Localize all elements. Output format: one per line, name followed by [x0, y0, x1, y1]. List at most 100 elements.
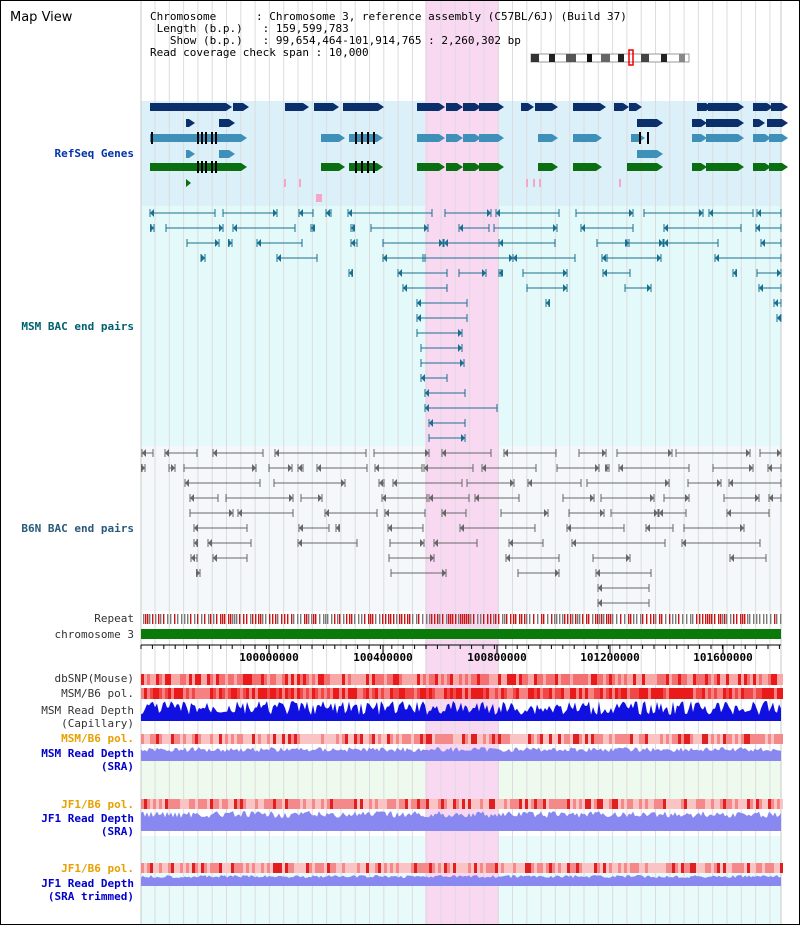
heat-strip	[549, 688, 552, 699]
heat-strip	[264, 863, 267, 873]
heat-strip	[213, 674, 216, 685]
heat-strip	[447, 863, 450, 873]
bac-end-arrow	[595, 464, 599, 472]
gene-block	[479, 134, 498, 142]
pink-mark	[284, 179, 286, 187]
repeat-mark	[452, 614, 454, 624]
heat-strip	[525, 799, 528, 809]
heat-strip	[609, 734, 612, 744]
heat-strip	[777, 674, 780, 685]
heat-strip	[144, 734, 147, 744]
heat-strip	[723, 734, 726, 744]
heat-strip	[765, 799, 768, 809]
heat-strip	[603, 863, 606, 873]
gene-arrow	[439, 134, 445, 142]
bac-end-arrow	[429, 494, 433, 502]
repeat-mark	[388, 614, 390, 624]
repeat-mark	[551, 614, 553, 624]
heat-strip	[510, 863, 513, 873]
bac-end-arrow	[429, 419, 433, 427]
heat-strip	[735, 799, 738, 809]
repeat-mark	[756, 614, 758, 624]
exon-mark	[367, 161, 369, 173]
gene-arrow	[701, 119, 707, 127]
heat-strip	[474, 863, 477, 873]
bac-end-arrow	[299, 524, 303, 532]
bac-end-arrow	[659, 239, 663, 247]
heat-strip	[363, 688, 366, 699]
heat-strip	[231, 688, 234, 699]
heat-strip	[711, 863, 714, 873]
heat-strip	[702, 799, 705, 809]
track-label-b6n-bac[interactable]: B6N BAC end pairs	[21, 522, 134, 535]
heat-strip	[345, 688, 348, 699]
heat-strip	[369, 799, 372, 809]
heat-strip	[651, 863, 654, 873]
repeat-mark	[582, 614, 584, 624]
heat-strip	[324, 688, 327, 699]
heat-strip	[759, 674, 762, 685]
heat-strip	[534, 799, 537, 809]
heat-strip	[708, 734, 711, 744]
heat-strip	[681, 688, 684, 699]
repeat-mark	[361, 614, 363, 624]
heat-strip	[240, 674, 243, 685]
heat-strip	[516, 674, 519, 685]
heat-strip	[306, 674, 309, 685]
heat-strip	[417, 863, 420, 873]
repeat-mark	[239, 614, 241, 624]
heat-strip	[366, 674, 369, 685]
track-label-refseq[interactable]: RefSeq Genes	[54, 147, 134, 160]
track-label-msm-bac[interactable]: MSM BAC end pairs	[21, 320, 134, 333]
gene-arrow	[738, 134, 744, 142]
heat-strip	[177, 734, 180, 744]
heat-strip	[498, 734, 501, 744]
repeat-mark	[628, 614, 630, 624]
gene-block	[479, 103, 498, 111]
heat-strip	[465, 799, 468, 809]
heat-strip	[432, 863, 435, 873]
ideogram-position-marker	[628, 49, 634, 66]
heat-strip	[237, 674, 240, 685]
heat-strip	[531, 688, 534, 699]
heat-strip	[591, 688, 594, 699]
heat-strip	[468, 688, 471, 699]
heat-strip	[606, 734, 609, 744]
heat-strip	[747, 799, 750, 809]
heat-strip	[576, 734, 579, 744]
repeat-mark	[672, 614, 674, 624]
gene-block	[767, 119, 782, 127]
repeat-mark	[208, 614, 210, 624]
heat-strip	[342, 688, 345, 699]
heat-strip	[285, 688, 288, 699]
heat-strip	[333, 799, 336, 809]
heat-strip	[609, 863, 612, 873]
heat-strip	[195, 688, 198, 699]
repeat-mark	[612, 614, 614, 624]
heat-strip	[621, 674, 624, 685]
heat-strip	[234, 734, 237, 744]
heat-strip	[465, 688, 468, 699]
repeat-mark	[152, 614, 154, 624]
heat-strip	[396, 799, 399, 809]
heat-strip	[285, 799, 288, 809]
heat-strip	[189, 863, 192, 873]
heat-strip	[300, 674, 303, 685]
heat-strip	[465, 674, 468, 685]
gene-block	[627, 163, 657, 171]
heat-strip	[636, 688, 639, 699]
heat-strip	[291, 674, 294, 685]
bac-end-arrow	[482, 269, 486, 277]
heat-strip	[204, 799, 207, 809]
heat-strip	[570, 799, 573, 809]
heat-strip	[621, 799, 624, 809]
bac-end-arrow	[213, 449, 217, 457]
repeat-mark	[592, 614, 594, 624]
heat-strip	[279, 799, 282, 809]
heat-strip	[255, 674, 258, 685]
heat-strip	[225, 688, 228, 699]
heat-strip	[720, 674, 723, 685]
heat-strip	[642, 734, 645, 744]
heat-strip	[483, 734, 486, 744]
